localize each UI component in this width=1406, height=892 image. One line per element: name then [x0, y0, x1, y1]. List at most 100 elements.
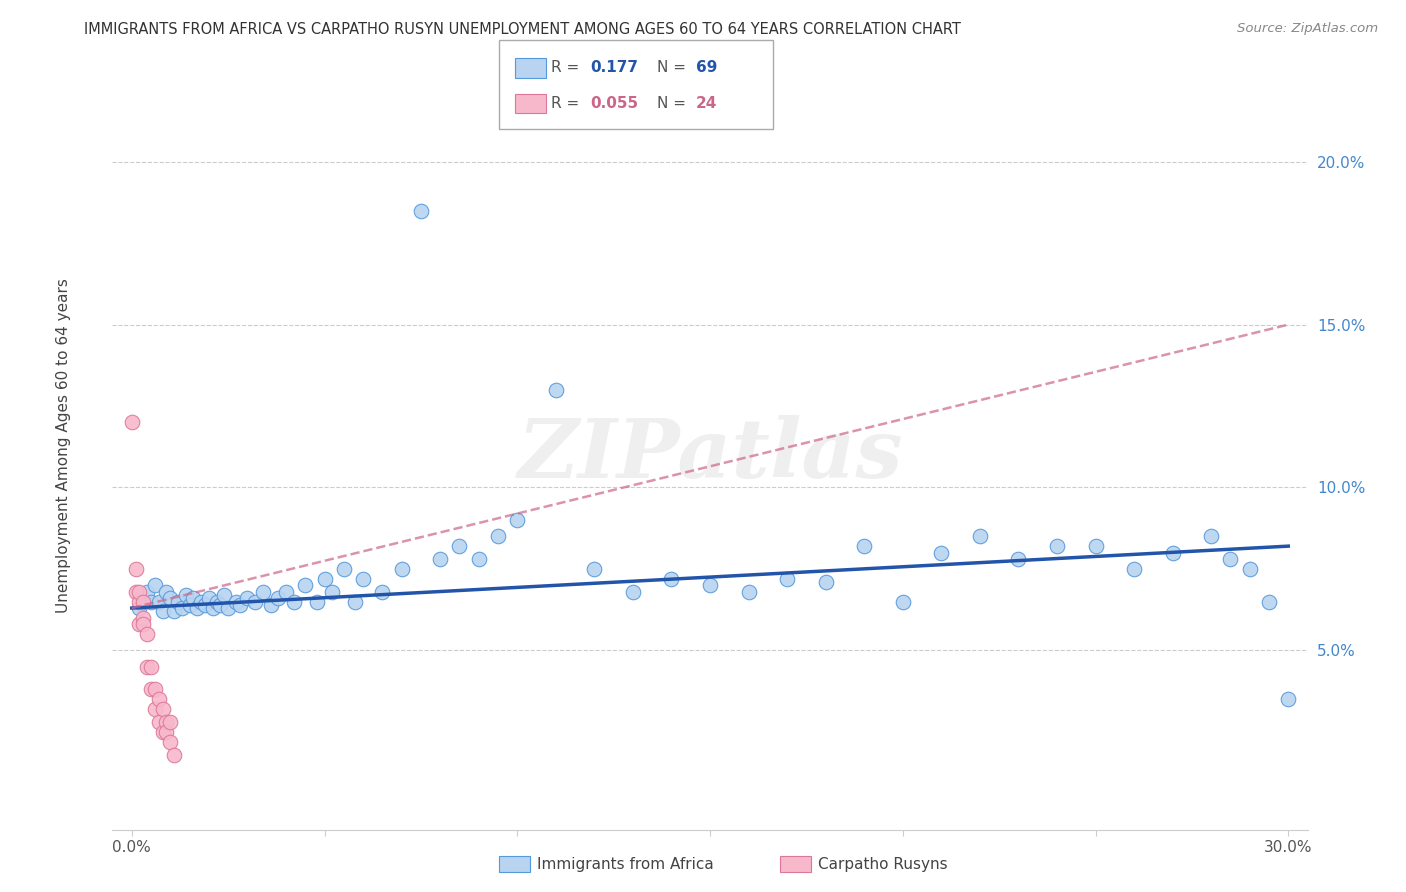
- Point: [143, 682, 166, 697]
- Point: [148, 594, 170, 608]
- Point: [931, 546, 953, 560]
- Point: [252, 584, 274, 599]
- Point: [283, 594, 305, 608]
- Point: [621, 584, 644, 599]
- Text: 69: 69: [696, 61, 717, 75]
- Point: [205, 594, 228, 608]
- Text: ZIPatlas: ZIPatlas: [517, 415, 903, 495]
- Point: [314, 572, 336, 586]
- Point: [128, 594, 150, 608]
- Point: [209, 598, 232, 612]
- Point: [143, 578, 166, 592]
- Point: [170, 601, 193, 615]
- Point: [148, 692, 170, 706]
- Point: [259, 598, 281, 612]
- Point: [121, 415, 143, 429]
- Point: [155, 584, 177, 599]
- Point: [1007, 552, 1029, 566]
- Point: [1258, 594, 1281, 608]
- Point: [1219, 552, 1241, 566]
- Text: Unemployment Among Ages 60 to 64 years: Unemployment Among Ages 60 to 64 years: [56, 278, 70, 614]
- Text: N =: N =: [657, 61, 690, 75]
- Point: [132, 617, 155, 632]
- Point: [391, 562, 413, 576]
- Point: [214, 588, 236, 602]
- Point: [969, 529, 991, 543]
- Point: [814, 574, 837, 589]
- Point: [228, 598, 250, 612]
- Point: [198, 591, 221, 606]
- Text: Carpatho Rusyns: Carpatho Rusyns: [818, 857, 948, 871]
- Point: [152, 724, 174, 739]
- Point: [776, 572, 799, 586]
- Point: [737, 584, 759, 599]
- Point: [174, 588, 197, 602]
- Text: 0.177: 0.177: [591, 61, 638, 75]
- Point: [236, 591, 259, 606]
- Point: [179, 598, 201, 612]
- Point: [159, 734, 181, 748]
- Point: [139, 682, 162, 697]
- Point: [243, 594, 266, 608]
- Point: [699, 578, 721, 592]
- Point: [136, 584, 159, 599]
- Point: [891, 594, 914, 608]
- Point: [217, 601, 239, 615]
- Point: [136, 627, 159, 641]
- Point: [152, 702, 174, 716]
- Point: [467, 552, 489, 566]
- Point: [1084, 539, 1107, 553]
- Text: R =: R =: [551, 61, 585, 75]
- Point: [305, 594, 328, 608]
- Text: Immigrants from Africa: Immigrants from Africa: [537, 857, 714, 871]
- Point: [190, 594, 212, 608]
- Point: [1046, 539, 1069, 553]
- Point: [128, 601, 150, 615]
- Text: IMMIGRANTS FROM AFRICA VS CARPATHO RUSYN UNEMPLOYMENT AMONG AGES 60 TO 64 YEARS : IMMIGRANTS FROM AFRICA VS CARPATHO RUSYN…: [84, 22, 962, 37]
- Point: [506, 513, 529, 527]
- Point: [163, 747, 186, 762]
- Point: [132, 611, 155, 625]
- Point: [1161, 546, 1184, 560]
- Point: [544, 383, 567, 397]
- Point: [371, 584, 394, 599]
- Point: [159, 591, 181, 606]
- Point: [274, 584, 297, 599]
- Point: [132, 594, 155, 608]
- Point: [429, 552, 451, 566]
- Point: [155, 724, 177, 739]
- Point: [1123, 562, 1146, 576]
- Text: Source: ZipAtlas.com: Source: ZipAtlas.com: [1237, 22, 1378, 36]
- Point: [267, 591, 290, 606]
- Point: [194, 598, 217, 612]
- Point: [321, 584, 343, 599]
- Point: [486, 529, 509, 543]
- Point: [128, 617, 150, 632]
- Point: [661, 572, 683, 586]
- Point: [186, 601, 208, 615]
- Point: [449, 539, 471, 553]
- Point: [333, 562, 356, 576]
- Point: [1199, 529, 1222, 543]
- Text: 24: 24: [696, 96, 717, 111]
- Point: [148, 714, 170, 729]
- Point: [853, 539, 876, 553]
- Point: [352, 572, 374, 586]
- Point: [409, 203, 432, 218]
- Point: [583, 562, 606, 576]
- Point: [124, 584, 146, 599]
- Point: [124, 562, 146, 576]
- Point: [136, 659, 159, 673]
- Point: [152, 604, 174, 618]
- Point: [167, 594, 190, 608]
- Point: [344, 594, 367, 608]
- Point: [1239, 562, 1261, 576]
- Point: [155, 714, 177, 729]
- Text: R =: R =: [551, 96, 585, 111]
- Point: [294, 578, 316, 592]
- Point: [183, 591, 205, 606]
- Point: [1277, 692, 1299, 706]
- Point: [201, 601, 224, 615]
- Point: [159, 714, 181, 729]
- Point: [139, 659, 162, 673]
